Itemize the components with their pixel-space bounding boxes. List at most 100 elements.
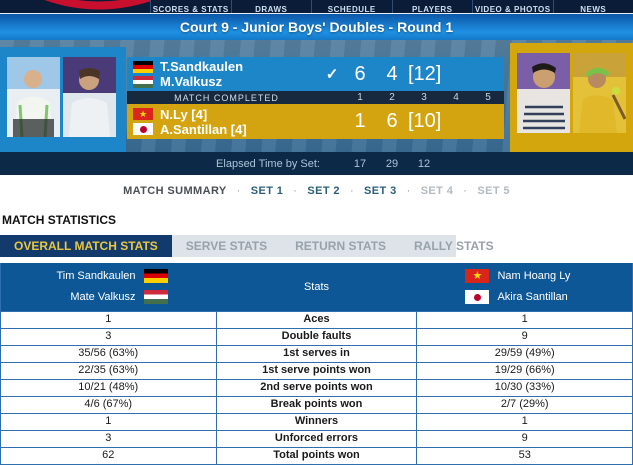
vietnam-flag-icon: ★ xyxy=(133,108,153,120)
team2-row: ★ N.Ly [4] A.Santillan [4] 1 6 [10] xyxy=(127,104,504,139)
stat-label: Double faults xyxy=(216,329,418,345)
match-statistics-heading: MATCH STATISTICS xyxy=(0,207,633,235)
table-row-2nd-serve-points-won: 10/21 (48%) 2nd serve points won 10/30 (… xyxy=(1,379,632,396)
player-photo-santillan xyxy=(573,53,626,133)
header-right-player2-name: Akira Santillan xyxy=(497,291,567,303)
team1-set2-score: 4 xyxy=(376,63,408,86)
nav-item-schedule[interactable]: SCHEDULE xyxy=(311,0,392,13)
team2-value: 2/7 (29%) xyxy=(417,397,632,413)
summary-nav-match-summary[interactable]: MATCH SUMMARY xyxy=(123,185,227,197)
team2-value: 19/29 (66%) xyxy=(417,363,632,379)
team2-player2-name: A.Santillan [4] xyxy=(160,122,247,137)
separator-dot: · xyxy=(407,185,411,197)
separator-dot: · xyxy=(350,185,354,197)
tab-return-stats[interactable]: RETURN STATS xyxy=(281,235,400,257)
team1-value: 35/56 (63%) xyxy=(1,346,216,362)
team1-value: 62 xyxy=(1,448,216,464)
stat-label: 1st serve points won xyxy=(216,363,418,379)
summary-nav-set5: SET 5 xyxy=(477,185,510,197)
table-row-1st-serves-in: 35/56 (63%) 1st serves in 29/59 (49%) xyxy=(1,345,632,362)
nav-item-draws[interactable]: DRAWS xyxy=(231,0,312,13)
japan-flag-icon xyxy=(133,123,153,135)
team2-set3-score: [10] xyxy=(408,110,440,133)
germany-flag-icon xyxy=(144,269,168,283)
vietnam-flag-icon: ★ xyxy=(465,269,489,283)
scoreboard: T.Sandkaulen M.Valkusz ✓ 6 4 [12] MATCH … xyxy=(127,57,504,139)
team1-value: 4/6 (67%) xyxy=(1,397,216,413)
team2-value: 10/30 (33%) xyxy=(417,380,632,396)
stats-table-header: Tim Sandkaulen Mate Valkusz Stats ★ Nam … xyxy=(1,263,632,311)
team2-value: 9 xyxy=(417,329,632,345)
player-photo-valkusz xyxy=(63,57,116,137)
table-row-winners: 1 Winners 1 xyxy=(1,413,632,430)
set4-column-header: 4 xyxy=(440,92,472,103)
team2-value: 1 xyxy=(417,414,632,430)
nav-item-players[interactable]: PLAYERS xyxy=(392,0,473,13)
table-row-1st-serve-points-won: 22/35 (63%) 1st serve points won 19/29 (… xyxy=(1,362,632,379)
team1-player2-name: M.Valkusz xyxy=(160,74,243,89)
winner-check-icon: ✓ xyxy=(320,65,344,83)
elapsed-time-label: Elapsed Time by Set: xyxy=(127,158,320,170)
team1-set5-score xyxy=(472,63,504,86)
stat-label: Total points won xyxy=(216,448,418,464)
header-left-player2-name: Mate Valkusz xyxy=(70,291,135,303)
scoreboard-strip: T.Sandkaulen M.Valkusz ✓ 6 4 [12] MATCH … xyxy=(0,40,633,152)
table-row-unforced-errors: 3 Unforced errors 9 xyxy=(1,430,632,447)
team2-photo-panel xyxy=(510,43,633,152)
team2-value: 53 xyxy=(417,448,632,464)
table-row-total-points-won: 62 Total points won 53 xyxy=(1,447,632,464)
team2-set4-score xyxy=(440,110,472,133)
usopen-logo[interactable] xyxy=(0,0,150,13)
team2-player1-name: N.Ly [4] xyxy=(160,107,247,122)
team2-value: 29/59 (49%) xyxy=(417,346,632,362)
separator-dot: · xyxy=(293,185,297,197)
team1-row: T.Sandkaulen M.Valkusz ✓ 6 4 [12] xyxy=(127,57,504,91)
match-status: MATCH COMPLETED xyxy=(133,93,320,103)
tab-rally-stats[interactable]: RALLY STATS xyxy=(400,235,508,257)
team2-set2-score: 6 xyxy=(376,110,408,133)
summary-nav-set1[interactable]: SET 1 xyxy=(251,185,284,197)
tab-serve-stats[interactable]: SERVE STATS xyxy=(172,235,281,257)
hungary-flag-icon xyxy=(133,76,153,88)
germany-flag-icon xyxy=(133,61,153,73)
stat-label: Aces xyxy=(216,312,418,328)
header-right-player1-name: Nam Hoang Ly xyxy=(497,270,570,282)
team1-value: 3 xyxy=(1,329,216,345)
usopen-swoosh-icon xyxy=(0,0,150,13)
stat-label: 2nd serve points won xyxy=(216,380,418,396)
summary-nav-set3[interactable]: SET 3 xyxy=(364,185,397,197)
set1-column-header: 1 xyxy=(344,92,376,103)
court-title: Court 9 - Junior Boys' Doubles - Round 1 xyxy=(0,13,633,40)
table-row-aces: 1 Aces 1 xyxy=(1,311,632,328)
table-row-break-points-won: 4/6 (67%) Break points won 2/7 (29%) xyxy=(1,396,632,413)
nav-item-video-photos[interactable]: VIDEO & PHOTOS xyxy=(472,0,553,13)
summary-nav-set2[interactable]: SET 2 xyxy=(307,185,340,197)
team1-value: 10/21 (48%) xyxy=(1,380,216,396)
team2-set5-score xyxy=(472,110,504,133)
team1-value: 1 xyxy=(1,414,216,430)
team1-set3-score: [12] xyxy=(408,63,440,86)
elapsed-set3-time: 12 xyxy=(408,158,440,170)
nav-item-scores-stats[interactable]: SCORES & STATS xyxy=(150,0,231,13)
team2-value: 9 xyxy=(417,431,632,447)
team1-player1-name: T.Sandkaulen xyxy=(160,59,243,74)
hungary-flag-icon xyxy=(144,290,168,304)
set5-column-header: 5 xyxy=(472,92,504,103)
stats-column-header: Stats xyxy=(216,269,418,304)
set3-column-header: 3 xyxy=(408,92,440,103)
elapsed-set1-time: 17 xyxy=(344,158,376,170)
stat-label: 1st serves in xyxy=(216,346,418,362)
match-summary-nav: MATCH SUMMARY · SET 1 · SET 2 · SET 3 · … xyxy=(0,175,633,207)
tab-overall-match-stats[interactable]: OVERALL MATCH STATS xyxy=(0,235,172,257)
team2-value: 1 xyxy=(417,312,632,328)
team1-value: 22/35 (63%) xyxy=(1,363,216,379)
team1-set1-score: 6 xyxy=(344,63,376,86)
team1-photo-panel xyxy=(0,47,126,152)
stats-tabs: OVERALL MATCH STATS SERVE STATS RETURN S… xyxy=(0,235,456,257)
nav-item-news[interactable]: NEWS xyxy=(553,0,633,13)
separator-dot: · xyxy=(237,185,241,197)
match-status-row: MATCH COMPLETED 1 2 3 4 5 xyxy=(127,91,504,104)
set2-column-header: 2 xyxy=(376,92,408,103)
team1-set4-score xyxy=(440,63,472,86)
stat-label: Unforced errors xyxy=(216,431,418,447)
